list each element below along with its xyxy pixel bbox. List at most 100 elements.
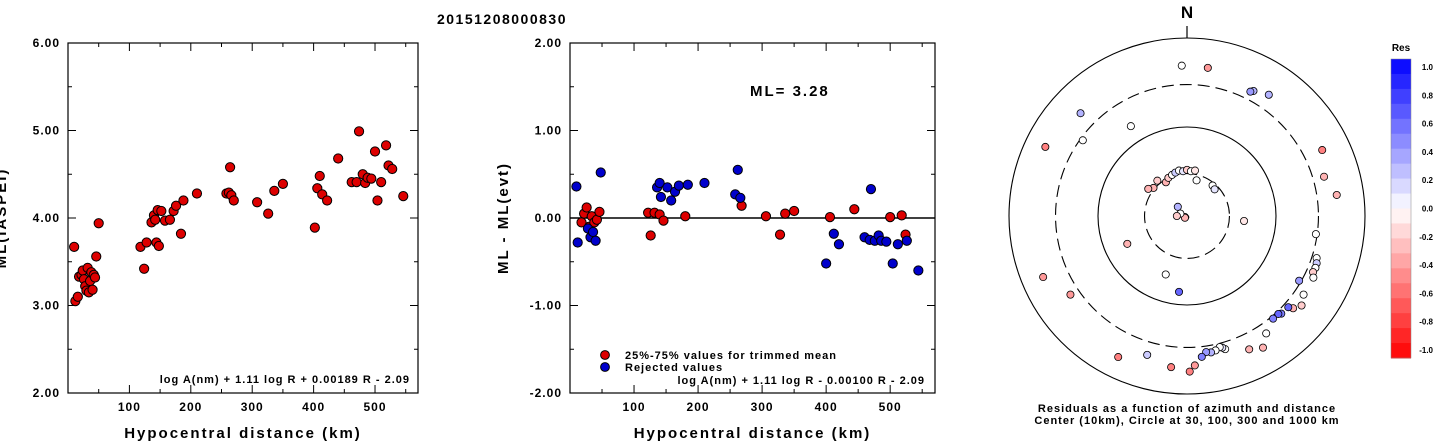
station-point xyxy=(1297,301,1306,310)
x-tick-label: 100 xyxy=(623,400,646,414)
colorbar-segment xyxy=(1391,343,1411,359)
station-point xyxy=(1318,146,1327,155)
data-point xyxy=(789,205,800,217)
station-point xyxy=(1258,343,1267,352)
polar-caption-2: Center (10km), Circle at 30, 100, 300 an… xyxy=(1034,415,1339,427)
station-point xyxy=(1144,184,1153,193)
data-point xyxy=(277,178,289,189)
x-tick-label: 300 xyxy=(751,400,774,414)
station-point xyxy=(1245,345,1254,354)
station-point xyxy=(1161,270,1170,279)
data-point xyxy=(351,177,362,188)
colorbar-tick-label: 0.4 xyxy=(1422,148,1434,157)
data-point xyxy=(673,180,684,191)
north-label: N xyxy=(1181,3,1193,22)
data-point xyxy=(680,211,691,222)
station-point xyxy=(1076,109,1085,118)
station-point xyxy=(1197,352,1206,361)
x-tick-label: 100 xyxy=(118,400,141,414)
station-point xyxy=(1191,166,1200,175)
data-point xyxy=(372,195,383,206)
legend-marker xyxy=(600,362,610,372)
station-point xyxy=(1332,190,1341,199)
data-point xyxy=(333,153,344,164)
station-point xyxy=(1143,350,1152,359)
colorbar-segment xyxy=(1391,73,1411,90)
x-tick-label: 400 xyxy=(302,400,325,414)
colorbar-frame xyxy=(1390,58,1412,359)
y-tick-label: 1.00 xyxy=(535,124,562,138)
x-axis-label: Hypocentral distance (km) xyxy=(124,425,362,441)
legend-label: Rejected values xyxy=(625,362,723,374)
station-point xyxy=(1041,142,1050,151)
data-point xyxy=(655,191,667,203)
station-point xyxy=(1153,176,1162,185)
data-point xyxy=(228,195,239,206)
station-point xyxy=(1192,176,1201,185)
colorbar-segment xyxy=(1391,163,1411,180)
station-point xyxy=(1210,185,1219,194)
colorbar-tick-label: 1.0 xyxy=(1422,63,1434,72)
colorbar-tick-label: 0.2 xyxy=(1422,176,1434,185)
data-point xyxy=(263,208,274,219)
station-point xyxy=(1203,63,1212,72)
station-point xyxy=(1264,90,1273,99)
colorbar-segment xyxy=(1391,208,1411,224)
colorbar-segment xyxy=(1391,253,1411,269)
data-point xyxy=(595,167,606,178)
data-point xyxy=(666,195,677,206)
y-tick-label: -2.00 xyxy=(530,386,562,400)
x-tick-label: 500 xyxy=(364,400,387,414)
data-point xyxy=(322,195,333,206)
station-point xyxy=(1299,290,1308,299)
figure-title: 20151208000830 xyxy=(437,11,567,27)
station-point xyxy=(1269,314,1278,323)
colorbar-segment xyxy=(1391,88,1411,105)
x-tick-label: 400 xyxy=(815,400,838,414)
data-point xyxy=(191,188,203,199)
colorbar-tick-label: -0.2 xyxy=(1419,233,1433,242)
data-point xyxy=(376,177,387,188)
colorbar-tick-label: 0.8 xyxy=(1422,91,1434,100)
data-point xyxy=(353,126,365,137)
station-point xyxy=(1295,276,1304,285)
data-point xyxy=(309,222,320,233)
colorbar-segment xyxy=(1391,103,1411,120)
data-point xyxy=(581,202,592,213)
y-tick-label: 5.00 xyxy=(33,124,60,138)
data-point xyxy=(141,237,152,248)
data-point xyxy=(156,205,167,217)
x-tick-label: 300 xyxy=(241,400,264,414)
data-point xyxy=(824,212,836,223)
station-point xyxy=(1039,273,1048,282)
data-point xyxy=(314,170,325,182)
y-tick-label: 4.00 xyxy=(33,211,60,225)
data-point xyxy=(72,291,83,302)
data-point xyxy=(252,197,263,208)
station-point xyxy=(1167,363,1176,372)
data-point xyxy=(780,208,791,219)
colorbar-segment xyxy=(1391,328,1411,344)
data-point xyxy=(571,181,582,192)
colorbar-tick-label: -0.8 xyxy=(1419,318,1433,327)
colorbar-tick-label: 0.0 xyxy=(1422,205,1434,214)
station-point xyxy=(1078,136,1087,145)
data-point xyxy=(760,211,772,222)
station-point xyxy=(1240,216,1249,225)
y-tick-label: 6.00 xyxy=(33,36,60,50)
data-point xyxy=(269,185,280,196)
colorbar-segment xyxy=(1391,223,1411,239)
colorbar-tick-label: -0.4 xyxy=(1419,261,1433,270)
data-point xyxy=(369,146,381,157)
residual-colorbar: Res 1.0 0.8 0.6 0.4 0.2 0.0 -0.2 -0.4 -0.6 -0.8 -1.… xyxy=(1390,43,1434,359)
data-point xyxy=(774,229,786,240)
ml-annotation: ML= 3.28 xyxy=(750,83,830,100)
y-axis-label: ML - ML(evt) xyxy=(495,162,512,274)
data-point xyxy=(645,230,656,241)
data-point xyxy=(164,214,176,225)
station-point xyxy=(1246,87,1255,96)
data-point xyxy=(833,239,845,250)
station-point xyxy=(1173,202,1182,211)
data-point xyxy=(821,258,832,269)
data-point xyxy=(225,162,236,173)
